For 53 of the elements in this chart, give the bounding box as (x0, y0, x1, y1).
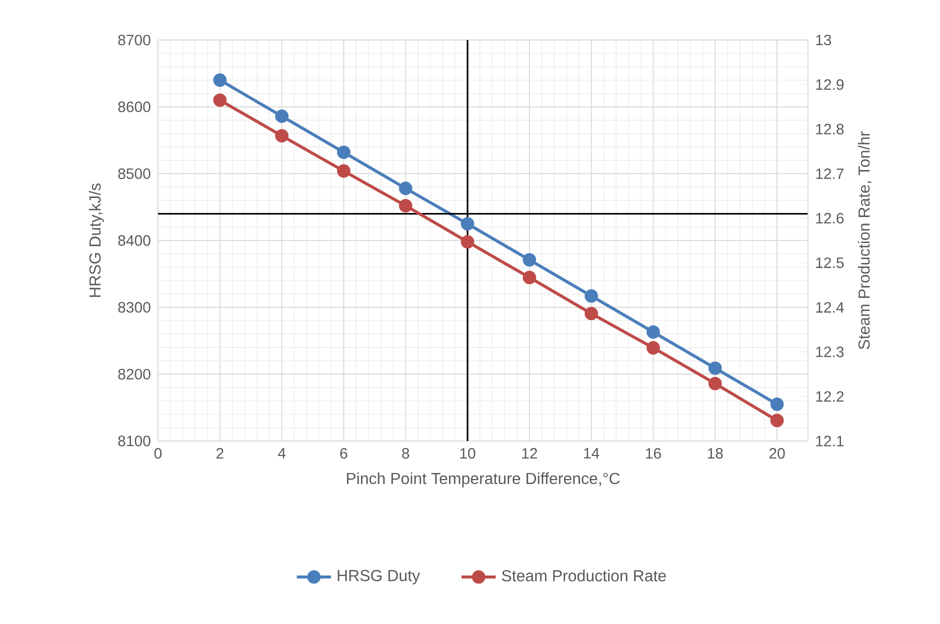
y-tick-label: 8100 (118, 436, 150, 446)
x-tick-label: 8 (402, 448, 410, 459)
x-tick-label: 6 (340, 448, 348, 459)
y2-tick-label: 12.7 (816, 168, 844, 179)
x-tick-label: 12 (522, 448, 538, 459)
y2-tick-label: 12.4 (816, 302, 844, 313)
x-axis-title: Pinch Point Temperature Difference,°C (346, 472, 620, 488)
y-tick-label: 8700 (118, 34, 150, 46)
y2-axis-title: Steam Production Rate, Ton/hr (858, 131, 872, 350)
x-tick-label: 4 (278, 448, 286, 458)
point (646, 341, 660, 355)
y-tick-label: 8600 (118, 102, 150, 112)
y2-tick-label: 12.8 (816, 124, 844, 134)
point (398, 182, 412, 196)
point (275, 109, 289, 123)
y-tick-label: 8300 (118, 302, 150, 313)
point (522, 270, 536, 284)
y2-tick-label: 12.5 (816, 257, 844, 268)
y2-tick-label: 12.1 (816, 436, 844, 446)
point (522, 253, 536, 267)
legend-label: Steam Production Rate (502, 570, 666, 582)
point (584, 289, 598, 303)
y2-tick-label: 13 (816, 34, 832, 46)
y-axis-title: HRSG Duty,kJ/s (88, 183, 104, 297)
x-tick-label: 0 (154, 448, 162, 459)
x-tick-label: 2 (216, 448, 224, 459)
x-tick-label: 14 (584, 448, 600, 458)
y-tick-label: 8200 (118, 368, 150, 380)
point (708, 361, 722, 375)
point (398, 199, 412, 212)
x-tick-label: 16 (646, 448, 661, 459)
x-tick-label: 18 (708, 448, 723, 459)
y2-tick-label: 12.6 (816, 212, 844, 224)
y2-tick-label: 12.9 (816, 79, 844, 90)
point (584, 306, 598, 320)
point (460, 217, 474, 230)
point (770, 414, 784, 428)
point (213, 93, 227, 107)
x-tick-label: 20 (769, 448, 785, 459)
point (337, 164, 350, 178)
y2-tick-label: 12.2 (816, 391, 844, 402)
point (460, 235, 474, 249)
point (337, 146, 350, 159)
y2-tick-label: 12.3 (816, 346, 844, 358)
y-tick-label: 8400 (118, 235, 150, 246)
x-tick-label: 10 (460, 448, 476, 459)
point (770, 398, 784, 411)
y-tick-label: 8500 (118, 168, 150, 179)
point (275, 129, 289, 142)
point (213, 73, 227, 87)
legend-label: HRSG Duty (338, 570, 420, 584)
point (646, 325, 660, 339)
point (708, 376, 722, 390)
